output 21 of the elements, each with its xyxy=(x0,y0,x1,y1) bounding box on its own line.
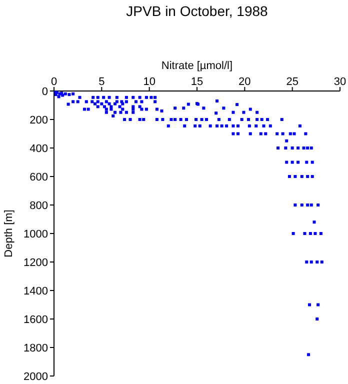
x-tick-label: 30 xyxy=(334,76,346,88)
x-tick-label: 20 xyxy=(238,76,251,88)
x-tick-label: 0 xyxy=(50,76,58,88)
x-tick-label: 10 xyxy=(143,76,156,88)
chart-title: JPVB in October, 1988 xyxy=(125,3,269,19)
x-tick-label: 25 xyxy=(286,76,298,88)
x-tick-label: 5 xyxy=(98,76,105,88)
y-tick-label: 600 xyxy=(30,171,48,184)
y-tick-label: 2000 xyxy=(24,370,48,383)
y-tick-label: 1000 xyxy=(24,228,48,240)
y-tick-label: 400 xyxy=(30,142,48,155)
x-axis-title: Nitrate [µmol/l] xyxy=(161,60,233,72)
y-tick-label: 800 xyxy=(30,200,48,212)
y-tick-label: 1400 xyxy=(24,285,48,298)
y-tick-label: 0 xyxy=(42,86,48,98)
y-axis-title: Depth [m] xyxy=(2,210,15,258)
y-tick-label: 200 xyxy=(30,114,48,126)
x-tick-label: 15 xyxy=(190,76,204,88)
y-tick-label: 1600 xyxy=(24,314,48,326)
y-tick-label: 1200 xyxy=(24,256,48,269)
y-tick-label: 1800 xyxy=(24,342,48,354)
